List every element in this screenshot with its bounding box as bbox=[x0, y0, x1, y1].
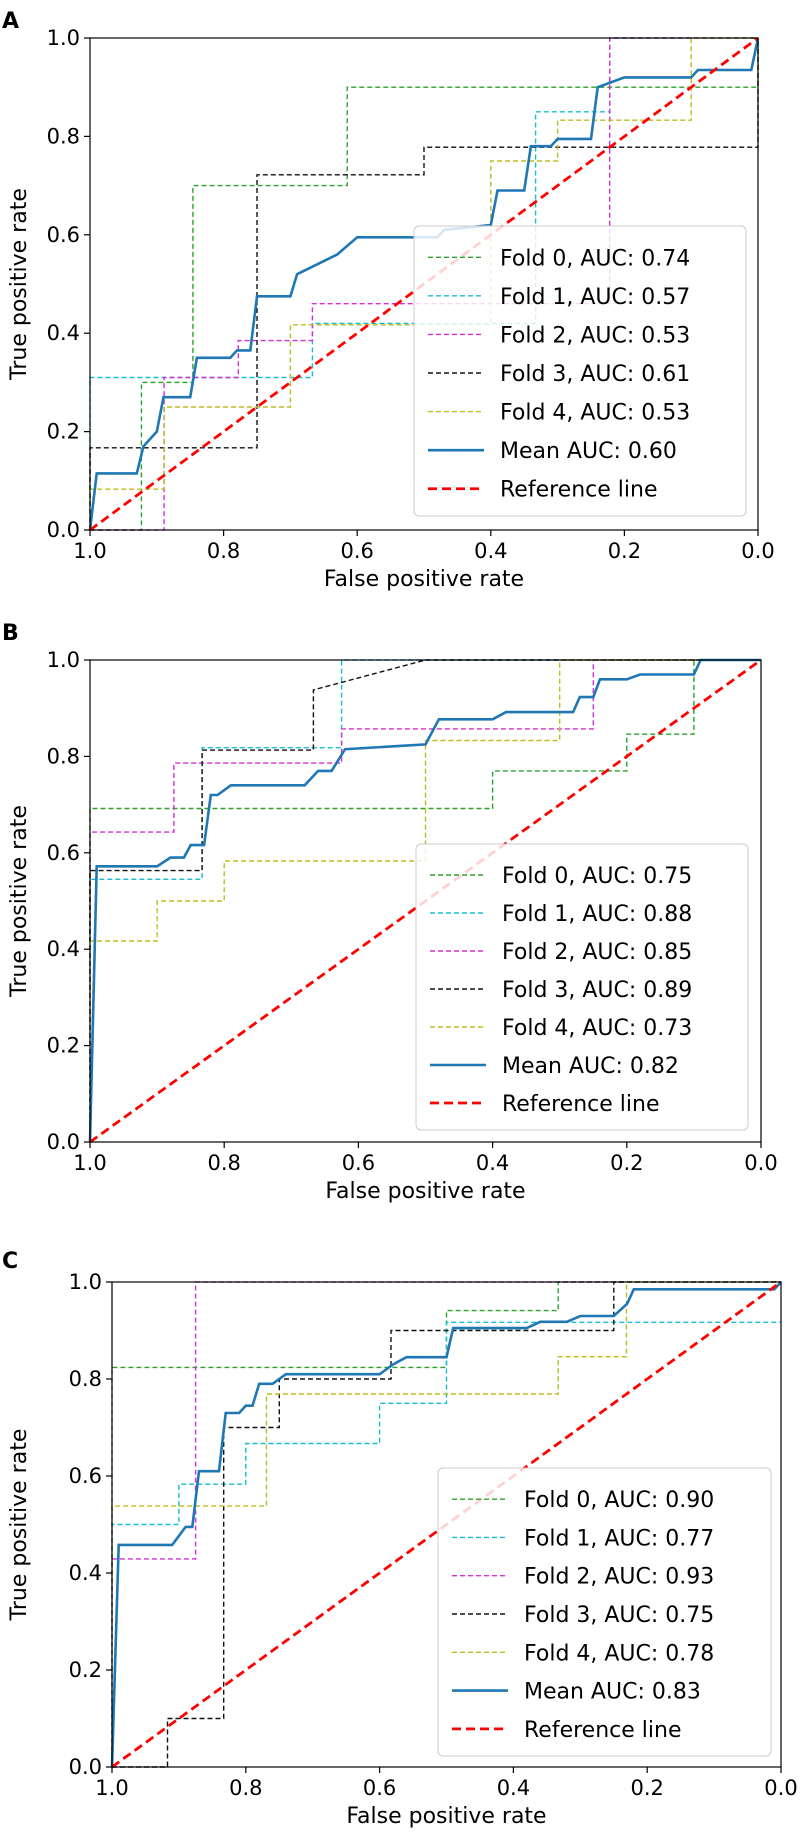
y-axis-label: True positive rate bbox=[7, 1429, 32, 1622]
legend-label-6: Reference line bbox=[524, 1718, 681, 1743]
legend-label-3: Fold 3, AUC: 0.89 bbox=[502, 978, 692, 1003]
y-tick-label: 0.0 bbox=[69, 1755, 102, 1779]
legend-label-3: Fold 3, AUC: 0.61 bbox=[500, 362, 690, 387]
axes-frame bbox=[89, 37, 759, 531]
y-tick-label: 0.6 bbox=[69, 1464, 102, 1488]
legend-label-6: Reference line bbox=[502, 1092, 659, 1117]
x-tick-label: 0.6 bbox=[363, 1776, 396, 1800]
x-tick-label: 0.2 bbox=[608, 539, 641, 563]
x-axis-label: False positive rate bbox=[324, 567, 524, 592]
y-tick-label: 1.0 bbox=[47, 648, 80, 672]
series-line-4 bbox=[89, 37, 758, 530]
series-line-3 bbox=[89, 659, 761, 1142]
legend-label-4: Fold 4, AUC: 0.53 bbox=[500, 401, 690, 426]
y-tick-label: 0.8 bbox=[69, 1367, 102, 1391]
series-line-1 bbox=[111, 1321, 781, 1767]
x-axis-label: False positive rate bbox=[325, 1179, 525, 1204]
x-tick-label: 0.2 bbox=[630, 1776, 663, 1800]
x-tick-label: 0.8 bbox=[207, 1151, 240, 1175]
x-tick-label: 1.0 bbox=[95, 1776, 128, 1800]
legend-label-5: Mean AUC: 0.83 bbox=[524, 1680, 701, 1705]
legend-label-0: Fold 0, AUC: 0.90 bbox=[524, 1488, 714, 1513]
y-tick-label: 0.0 bbox=[47, 518, 80, 542]
y-axis-label: True positive rate bbox=[7, 805, 32, 998]
y-tick-label: 0.4 bbox=[47, 321, 80, 345]
legend-label-0: Fold 0, AUC: 0.74 bbox=[500, 246, 690, 271]
legend-label-5: Mean AUC: 0.82 bbox=[502, 1054, 679, 1079]
x-tick-label: 0.8 bbox=[229, 1776, 262, 1800]
legend: Fold 0, AUC: 0.74 Fold 1, AUC: 0.57 Fold 2… bbox=[413, 225, 747, 517]
x-tick-label: 1.0 bbox=[73, 1151, 106, 1175]
x-tick-label: 0.4 bbox=[476, 1151, 509, 1175]
x-tick-label: 0.8 bbox=[207, 539, 240, 563]
legend-label-1: Fold 1, AUC: 0.77 bbox=[524, 1526, 714, 1551]
y-tick-label: 0.6 bbox=[47, 223, 80, 247]
axes-frame bbox=[111, 1281, 782, 1768]
x-tick-label: 0.0 bbox=[764, 1776, 797, 1800]
x-tick-label: 0.0 bbox=[744, 1151, 777, 1175]
legend-label-4: Fold 4, AUC: 0.78 bbox=[524, 1641, 714, 1666]
x-tick-label: 1.0 bbox=[73, 539, 106, 563]
y-tick-label: 1.0 bbox=[47, 26, 80, 50]
y-tick-label: 1.0 bbox=[69, 1270, 102, 1294]
y-tick-label: 0.4 bbox=[47, 937, 80, 961]
legend-box bbox=[415, 843, 749, 1131]
y-tick-label: 0.0 bbox=[47, 1130, 80, 1154]
series-line-4 bbox=[111, 1281, 781, 1767]
series-line-3 bbox=[89, 38, 759, 530]
x-axis-label: False positive rate bbox=[346, 1804, 546, 1829]
y-tick-label: 0.2 bbox=[47, 1034, 80, 1058]
chart-panel-c: C 1.0 0.8 0.6 0.4 0.2 0.0 0.0 0.2 0.4 0.6 0.8 1.0 Fal… bbox=[2, 1249, 798, 1829]
x-tick-label: 0.6 bbox=[342, 1151, 375, 1175]
x-tick-label: 0.2 bbox=[610, 1151, 643, 1175]
series-line-2 bbox=[89, 659, 761, 1142]
y-axis-label: True positive rate bbox=[7, 188, 32, 381]
chart-panel-b: B 1.0 0.8 0.6 0.4 0.2 0.0 0.0 0.2 0.4 0.6 0.8 1.0 Fal… bbox=[2, 621, 778, 1204]
legend-label-1: Fold 1, AUC: 0.57 bbox=[500, 285, 690, 310]
y-tick-label: 0.2 bbox=[47, 420, 80, 444]
series-line-0 bbox=[90, 38, 759, 531]
x-tick-label: 0.0 bbox=[741, 539, 774, 563]
legend: Fold 0, AUC: 0.75 Fold 1, AUC: 0.88 Fold 2… bbox=[415, 843, 749, 1131]
panel-letter: A bbox=[2, 9, 19, 34]
legend-label-5: Mean AUC: 0.60 bbox=[500, 439, 677, 464]
legend-box bbox=[413, 225, 747, 517]
y-tick-label: 0.8 bbox=[47, 744, 80, 768]
y-tick-label: 0.4 bbox=[69, 1561, 102, 1585]
legend-label-1: Fold 1, AUC: 0.88 bbox=[502, 902, 692, 927]
series-line-0 bbox=[89, 659, 761, 1142]
y-tick-label: 0.2 bbox=[69, 1658, 102, 1682]
axes-frame bbox=[89, 659, 762, 1143]
series-line-4 bbox=[89, 659, 761, 1142]
series-line-5 bbox=[110, 1281, 782, 1768]
y-tick-label: 0.6 bbox=[47, 841, 80, 865]
legend-label-3: Fold 3, AUC: 0.75 bbox=[524, 1603, 714, 1628]
legend-box bbox=[437, 1467, 772, 1757]
series-line-5 bbox=[88, 37, 760, 531]
chart-panel-a: A 1.0 0.8 0.6 0.4 0.2 0.0 0.0 0.2 0.4 0.6 0.8 1.0 Fal… bbox=[2, 9, 775, 592]
x-tick-label: 0.6 bbox=[340, 539, 373, 563]
legend: Fold 0, AUC: 0.90 Fold 1, AUC: 0.77 Fold 2… bbox=[437, 1467, 772, 1757]
x-tick-label: 0.4 bbox=[474, 539, 507, 563]
series-line-5 bbox=[88, 658, 761, 1143]
panel-letter: C bbox=[2, 1249, 18, 1274]
legend-label-0: Fold 0, AUC: 0.75 bbox=[502, 864, 692, 889]
legend-label-6: Reference line bbox=[500, 478, 657, 503]
legend-label-4: Fold 4, AUC: 0.73 bbox=[502, 1016, 692, 1041]
panel-letter: B bbox=[2, 621, 19, 646]
series-line-1 bbox=[89, 659, 761, 1142]
legend-label-2: Fold 2, AUC: 0.53 bbox=[500, 323, 690, 348]
legend-label-2: Fold 2, AUC: 0.93 bbox=[524, 1565, 714, 1590]
y-tick-label: 0.8 bbox=[47, 124, 80, 148]
legend-label-2: Fold 2, AUC: 0.85 bbox=[502, 940, 692, 965]
x-tick-label: 0.4 bbox=[497, 1776, 530, 1800]
series-line-3 bbox=[112, 1281, 781, 1768]
